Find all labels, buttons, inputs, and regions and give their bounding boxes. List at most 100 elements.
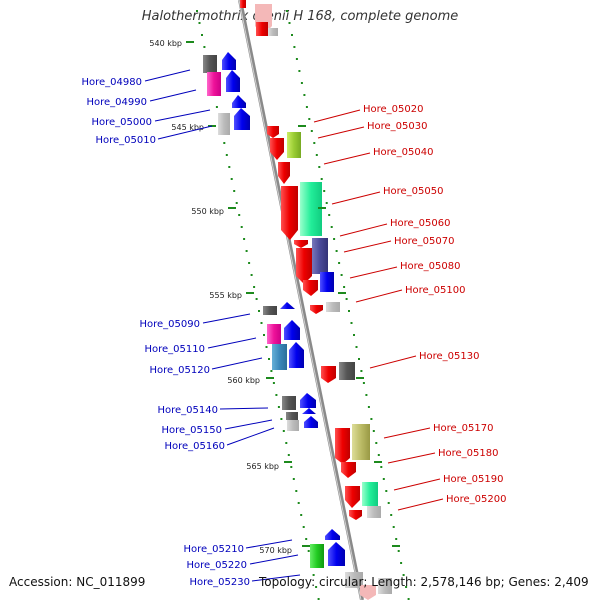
gene-label[interactable]: Hore_04990 (87, 97, 148, 108)
tick-dot (377, 454, 380, 456)
leader-line (224, 419, 273, 430)
leader-line (331, 191, 381, 205)
tick-dot (392, 526, 395, 528)
gene-feature (284, 320, 300, 340)
gene-label[interactable]: Hore_05060 (390, 218, 451, 229)
leader-line (343, 240, 392, 253)
gene-label[interactable]: Hore_05130 (419, 351, 480, 362)
leader-line (349, 266, 398, 279)
gene-feature (300, 393, 316, 408)
tick-dot (253, 286, 256, 288)
gene-label[interactable]: Hore_05080 (400, 261, 461, 272)
tick-dot (360, 370, 363, 372)
gene-feature (352, 424, 370, 460)
gene-label[interactable]: Hore_05120 (150, 365, 211, 376)
gene-label[interactable]: Hore_05200 (446, 494, 507, 505)
tick-dot (233, 190, 236, 192)
tick-dot (223, 142, 226, 144)
tick-dot (317, 598, 320, 600)
gene-feature (303, 280, 318, 296)
leader-line (226, 427, 275, 446)
gene-label[interactable]: Hore_05210 (184, 544, 245, 555)
gene-feature (312, 238, 328, 274)
tick-dot (407, 598, 410, 600)
gene-feature (367, 506, 381, 518)
gene-label[interactable]: Hore_05020 (363, 104, 424, 115)
tick-dot (268, 358, 270, 360)
gene-label[interactable]: Hore_05000 (92, 117, 153, 128)
leader-line (387, 452, 436, 464)
gene-label[interactable]: Hore_05070 (394, 236, 455, 247)
gene-label[interactable]: Hore_05010 (96, 135, 157, 146)
tick-dot (397, 550, 400, 552)
tick-dot (295, 490, 298, 492)
tick-dot (362, 382, 365, 384)
gene-feature (282, 396, 296, 410)
gene-label[interactable]: Hore_04980 (82, 77, 143, 88)
gene-label[interactable]: Hore_05220 (187, 560, 248, 571)
gene-label[interactable]: Hore_05140 (158, 405, 219, 416)
gene-feature (296, 248, 312, 284)
tick-dot (288, 22, 291, 24)
gene-label[interactable]: Hore_05190 (443, 474, 504, 485)
gene-feature (349, 510, 362, 520)
leader-line (149, 89, 197, 102)
gene-feature (278, 162, 290, 184)
tick-dot (367, 406, 370, 408)
gene-feature (341, 462, 356, 478)
tick-dot (293, 46, 296, 48)
tick-dot (243, 238, 246, 240)
gene-label[interactable]: Hore_05100 (405, 285, 466, 296)
tick-dot (298, 70, 301, 72)
tick-dot (340, 274, 343, 276)
tick-dot (258, 310, 260, 312)
left-leader-lines (144, 69, 301, 582)
gene-feature (325, 529, 340, 540)
tick-dot (370, 418, 373, 420)
tick-dot (335, 250, 338, 252)
tick-dot (196, 10, 198, 12)
gene-feature (345, 572, 363, 588)
tick-dot (343, 286, 346, 288)
gene-feature (270, 138, 284, 160)
tick-dot (400, 562, 403, 564)
gene-label[interactable]: Hore_05160 (165, 441, 226, 452)
tick-dot (305, 106, 308, 108)
tick-dot (338, 262, 341, 264)
tick-dot (300, 514, 303, 516)
genome-summary: Topology: circular; Length: 2,578,146 bp… (259, 575, 589, 589)
genome-backbone-highlight (238, 0, 362, 600)
tick-dot (300, 82, 303, 84)
gene-label[interactable]: Hore_05150 (162, 425, 223, 436)
gene-label[interactable]: Hore_05230 (190, 577, 251, 588)
gene-feature (203, 55, 217, 73)
gene-label[interactable]: Hore_05170 (433, 423, 494, 434)
tick-dot (307, 550, 310, 552)
gene-label[interactable]: Hore_05110 (145, 344, 206, 355)
tick-dot (348, 310, 350, 312)
scale-ticks (186, 41, 400, 547)
tick-dot (295, 58, 298, 60)
gene-label[interactable]: Hore_05040 (373, 147, 434, 158)
leader-line (339, 223, 388, 237)
genome-backbone (238, 0, 364, 600)
gene-feature (300, 182, 322, 236)
gene-feature (281, 186, 298, 240)
gene-label[interactable]: Hore_05180 (438, 448, 499, 459)
tick-dot (245, 250, 248, 252)
gene-feature (302, 408, 316, 414)
tick-dot (292, 478, 295, 480)
tick-dot (201, 34, 203, 36)
tick-dot (225, 154, 228, 156)
gene-label[interactable]: Hore_05030 (367, 121, 428, 132)
gene-label[interactable]: Hore_05090 (140, 319, 201, 330)
gene-feature (339, 362, 355, 380)
leader-line (313, 109, 361, 123)
tick-dot (390, 514, 393, 516)
scale-label: 565 kbp (246, 462, 279, 471)
tick-dot (382, 478, 385, 480)
gene-feature (304, 416, 318, 428)
tick-dot (235, 202, 238, 204)
gene-label[interactable]: Hore_05050 (383, 186, 444, 197)
leader-line (355, 289, 403, 303)
